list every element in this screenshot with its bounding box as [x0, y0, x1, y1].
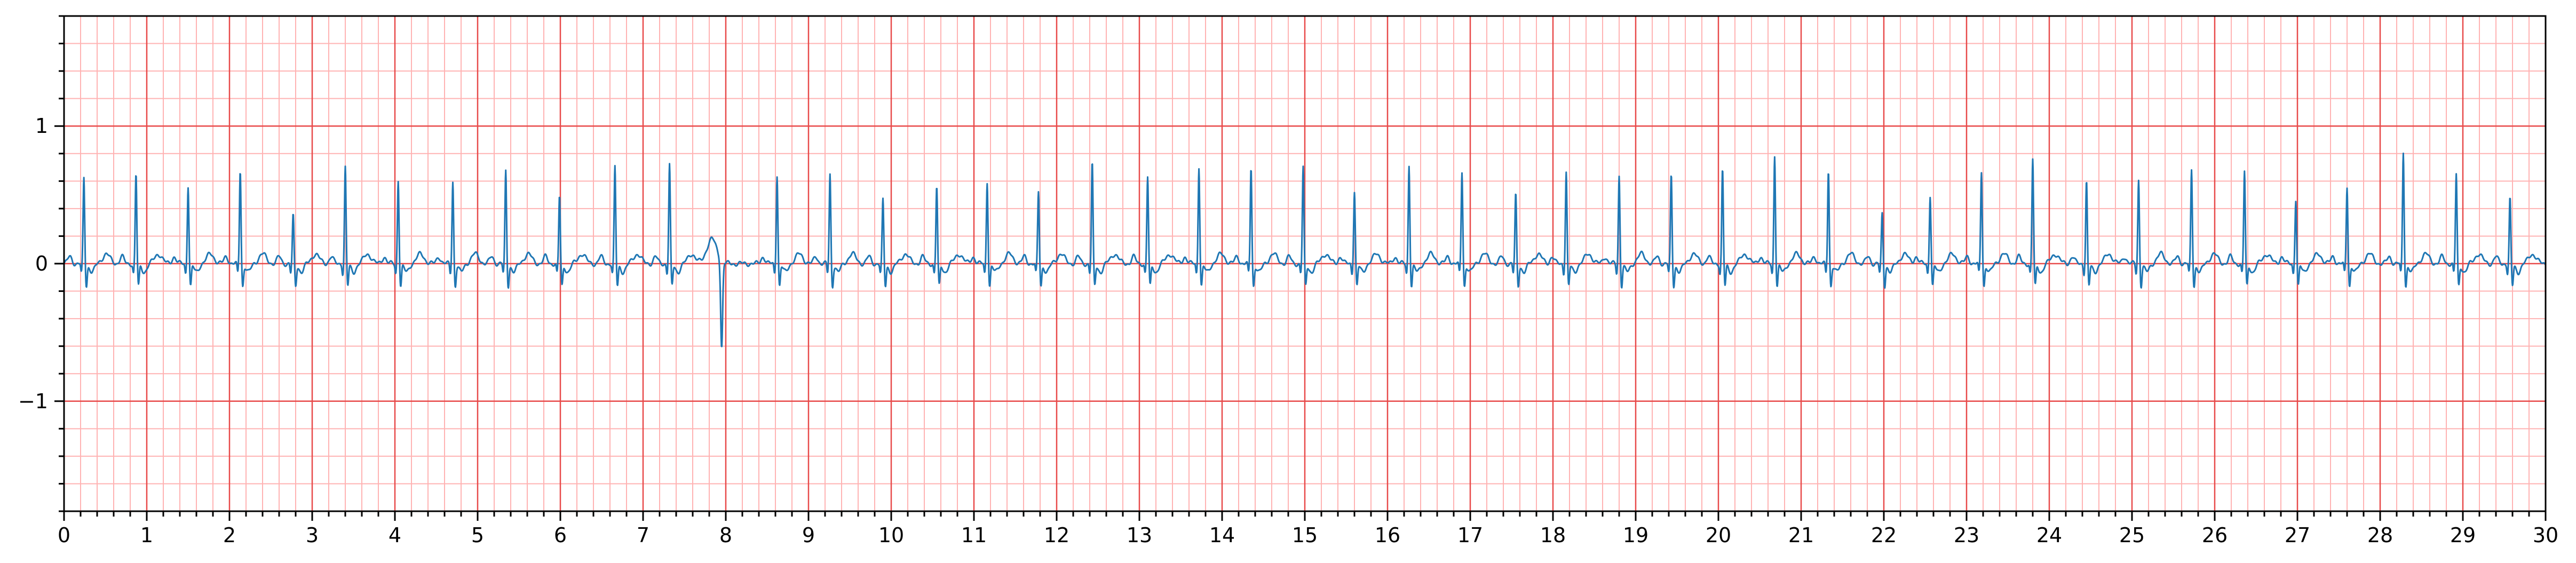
x-tick-label: 8 [719, 524, 732, 547]
x-tick-label: 19 [1623, 524, 1648, 547]
x-tick-label: 20 [1706, 524, 1731, 547]
x-tick-label: 9 [802, 524, 815, 547]
ecg-series-line [63, 152, 2547, 347]
x-tick-label: 29 [2450, 524, 2476, 547]
x-tick-label: 15 [1292, 524, 1318, 547]
x-tick-label: 14 [1209, 524, 1235, 547]
x-tick-label: 13 [1127, 524, 1152, 547]
ecg-trace-layer [63, 152, 2547, 347]
x-tick-label: 0 [58, 524, 70, 547]
y-tick-label: 1 [35, 114, 48, 138]
x-tick-label: 24 [2036, 524, 2062, 547]
x-tick-label: 16 [1375, 524, 1400, 547]
axis-ticks [54, 15, 2547, 521]
x-tick-label: 5 [471, 524, 484, 547]
x-tick-label: 25 [2119, 524, 2145, 547]
x-tick-label: 30 [2533, 524, 2558, 547]
x-tick-label: 23 [1954, 524, 1979, 547]
x-tick-label: 4 [389, 524, 401, 547]
x-tick-label: 1 [140, 524, 153, 547]
x-tick-label: 22 [1871, 524, 1897, 547]
y-tick-label: −1 [18, 390, 48, 413]
x-axis-tick-labels: 0 1 2 3 4 5 6 7 8 9 10 11 12 13 14 15 16 17 18 19 20 21 22 23 24… [58, 524, 2558, 547]
x-tick-label: 12 [1044, 524, 1069, 547]
x-tick-label: 7 [637, 524, 649, 547]
y-tick-label: 0 [35, 252, 48, 275]
x-tick-label: 17 [1457, 524, 1483, 547]
x-tick-label: 28 [2367, 524, 2393, 547]
x-tick-label: 27 [2285, 524, 2310, 547]
x-tick-label: 2 [223, 524, 236, 547]
x-tick-label: 10 [878, 524, 904, 547]
x-tick-label: 3 [306, 524, 319, 547]
x-tick-label: 6 [554, 524, 567, 547]
x-tick-label: 21 [1788, 524, 1814, 547]
x-tick-label: 18 [1540, 524, 1566, 547]
x-tick-label: 26 [2202, 524, 2228, 547]
y-axis-tick-labels: 1 0 −1 [18, 114, 48, 413]
x-tick-label: 11 [961, 524, 987, 547]
